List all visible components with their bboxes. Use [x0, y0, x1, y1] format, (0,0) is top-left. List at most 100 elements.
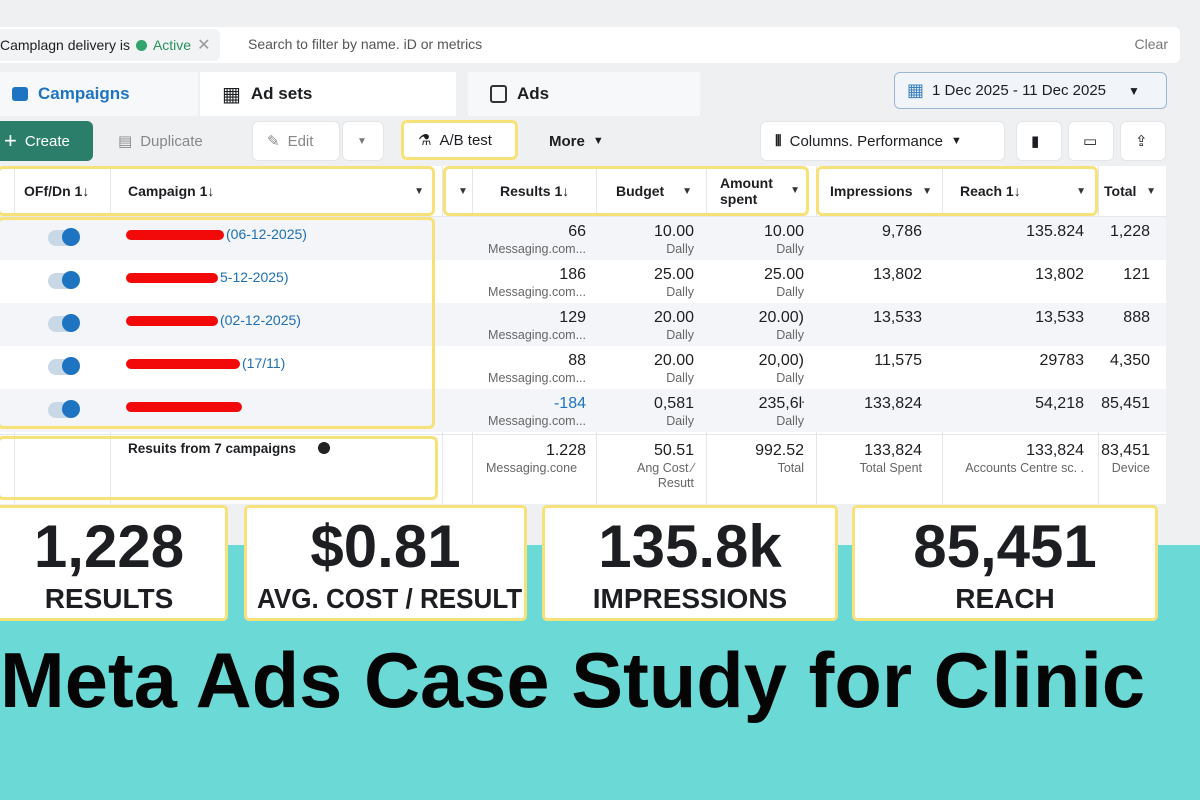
cell-amount: 235,6ŀ: [758, 395, 804, 412]
table-row[interactable]: 5-12-2025) 186 Messaging.com... 25.00 Dally 2…: [0, 260, 1166, 303]
campaign-name-link[interactable]: (17/11): [242, 355, 286, 371]
summary-amount: 992.52: [755, 442, 804, 459]
cell-total: 888: [1123, 309, 1150, 326]
status-toggle[interactable]: [48, 357, 80, 375]
tab-ads[interactable]: Ads: [468, 72, 700, 116]
cell-reach: 135.824: [1026, 223, 1084, 240]
tab-label: Campaigns: [38, 84, 130, 103]
cell-amount-sub: Dally: [776, 328, 804, 342]
cell-amount-sub: Dally: [776, 285, 804, 299]
campaign-name-link[interactable]: (02-12-2025): [220, 312, 301, 328]
more-label: More: [549, 132, 585, 150]
date-range-picker[interactable]: ▦ 1 Dec 2025 - 11 Dec 2025 ▼: [894, 72, 1167, 109]
cell-results: 66: [568, 223, 586, 240]
status-toggle[interactable]: [48, 400, 80, 418]
cell-results: 129: [559, 309, 586, 326]
create-label: Create: [24, 132, 70, 150]
close-icon[interactable]: ✕: [197, 37, 211, 54]
cell-results-sub: Messaging.com...: [488, 371, 586, 385]
tab-ad-sets[interactable]: ▦ Ad sets: [200, 72, 456, 116]
reports-button[interactable]: ▭: [1068, 121, 1114, 161]
stat-card: $0.81 AVG. COST / RESULT: [244, 505, 527, 621]
pencil-icon: ✎: [267, 133, 280, 150]
summary-total: 83,451: [1101, 442, 1150, 459]
status-toggle[interactable]: [48, 271, 80, 289]
cell-reach: 54,218: [1035, 395, 1084, 412]
header-label: Budget: [616, 183, 665, 199]
chevron-down-icon: ▼: [951, 135, 962, 147]
cell-total: 1,228: [1109, 223, 1150, 240]
cell-amount: 10.00: [763, 223, 804, 240]
export-icon: ⇪: [1135, 133, 1148, 150]
tab-label: Ads: [517, 84, 550, 103]
table-row[interactable]: (02-12-2025) 129 Messaging.com... 20.00 Dall…: [0, 303, 1166, 346]
chevron-down-icon: ▼: [682, 185, 692, 197]
status-toggle[interactable]: [48, 228, 80, 246]
table-row[interactable]: (06-12-2025) 66 Messaging.com... 10.00 Dally…: [0, 217, 1166, 260]
edit-button[interactable]: ✎ Edit: [252, 121, 340, 161]
header-reach[interactable]: Reach 1↓ ▼: [950, 166, 1096, 216]
redacted-campaign-name: [126, 316, 218, 326]
header-total[interactable]: Total ▼: [1094, 166, 1166, 216]
cell-results: -184: [553, 395, 586, 412]
cell-amount: 20,00): [758, 352, 804, 369]
header-results[interactable]: Results 1↓: [500, 183, 570, 199]
export-button[interactable]: ⇪: [1120, 121, 1166, 161]
create-button[interactable]: + Create: [0, 121, 93, 161]
table-row[interactable]: (17/11) 88 Messaging.com... 20.00 Dally 20,00…: [0, 346, 1166, 389]
grid-icon: ▦: [222, 83, 241, 106]
summary-total-sub: Device: [1111, 461, 1150, 475]
edit-label: Edit: [287, 132, 314, 150]
ab-test-label: A/B test: [439, 131, 492, 149]
header-campaign[interactable]: Campaign 1↓ ▼: [118, 166, 434, 216]
columns-button[interactable]: ⦀ Columns. Performance ▼: [760, 121, 1005, 161]
header-label: Reach 1↓: [960, 183, 1021, 199]
header-impressions[interactable]: Impressions ▼: [820, 166, 942, 216]
cell-amount-sub: Dally: [776, 242, 804, 256]
ab-test-button[interactable]: ⚗ A/B test: [401, 120, 518, 160]
status-toggle[interactable]: [48, 314, 80, 332]
document-icon: ▮: [1031, 133, 1040, 150]
chevron-down-icon: ▼: [458, 185, 468, 197]
header-expand[interactable]: ▼: [448, 166, 478, 216]
more-button[interactable]: More ▼: [535, 121, 618, 161]
duplicate-button[interactable]: ▤ Duplicate: [104, 121, 217, 161]
edit-dropdown[interactable]: ▼: [342, 121, 384, 161]
filter-chip[interactable]: Camplagn delivery is Active ✕: [0, 29, 221, 61]
filter-status: Active: [152, 37, 192, 53]
header-amount-spent[interactable]: Amount spent ▼: [710, 166, 810, 216]
cell-amount-sub: Dally: [776, 414, 804, 428]
stat-value: 1,228: [33, 513, 185, 580]
filter-prefix: Camplagn delivery is: [0, 37, 130, 53]
header-label: Impressions: [830, 183, 913, 199]
redacted-campaign-name: [126, 230, 224, 240]
header-label: Total: [1104, 183, 1137, 199]
header-toggle[interactable]: OFf/Dn 1↓: [24, 182, 90, 199]
breakdown-button[interactable]: ▮: [1016, 121, 1062, 161]
cell-amount: 20.00): [758, 309, 804, 326]
cell-reach: 29783: [1039, 352, 1085, 369]
chevron-down-icon: ▼: [592, 135, 604, 147]
clear-button[interactable]: Clear: [1134, 36, 1168, 52]
cell-budget-sub: Dally: [666, 371, 694, 385]
stat-label: AVG. COST / RESULT: [257, 583, 523, 614]
cell-budget: 20.00: [653, 309, 694, 326]
search-input[interactable]: Search to filter by name. iD or metrics: [248, 36, 483, 52]
filter-bar: Camplagn delivery is Active ✕ Search to …: [0, 27, 1180, 63]
campaigns-table: Resuits from 7 campaigns 1.228 Messaging.c…: [0, 166, 1166, 504]
table-row[interactable]: -184 Messaging.com... 0,581 Daily 235,6ŀ Dall…: [0, 389, 1166, 432]
cell-results-sub: Messaging.com...: [488, 414, 586, 428]
status-dot-icon: [135, 39, 147, 51]
cell-budget: 0,581: [653, 395, 694, 412]
campaign-name-link[interactable]: 5-12-2025): [220, 269, 289, 285]
cell-amount-sub: Dally: [776, 371, 804, 385]
info-icon: [318, 442, 330, 454]
header-budget[interactable]: Budget ▼: [606, 166, 702, 216]
report-icon: ▭: [1083, 133, 1098, 150]
campaign-name-link[interactable]: (06-12-2025): [226, 226, 307, 242]
duplicate-label: Duplicate: [140, 132, 203, 150]
cell-budget-sub: Dally: [666, 242, 694, 256]
summary-reach: 133,824: [1026, 442, 1084, 459]
cell-amount: 25.00: [763, 266, 804, 283]
tab-campaigns[interactable]: Campaigns: [0, 72, 198, 116]
